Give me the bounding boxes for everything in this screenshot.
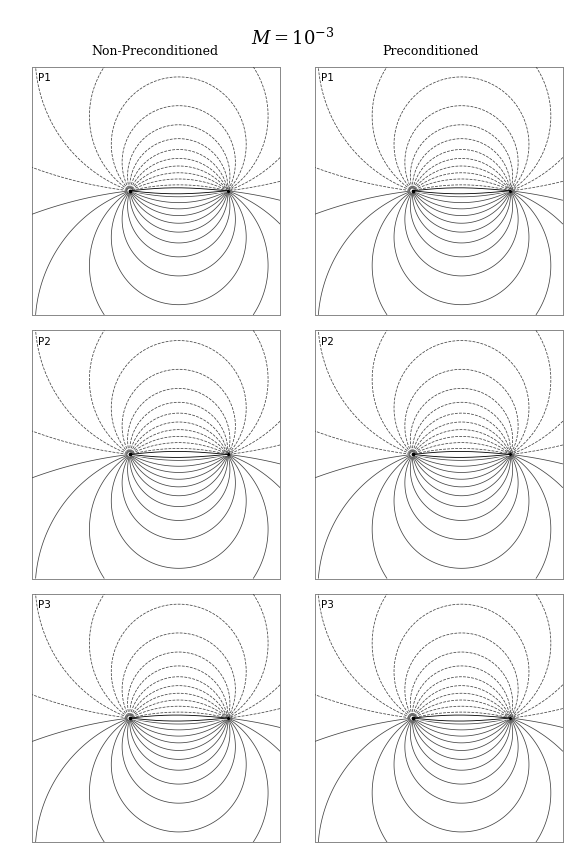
Text: Preconditioned: Preconditioned	[383, 45, 479, 58]
Text: P1: P1	[321, 73, 334, 83]
Text: $M = 10^{-3}$: $M = 10^{-3}$	[251, 27, 335, 49]
Text: P2: P2	[38, 337, 51, 346]
Text: P1: P1	[38, 73, 51, 83]
Text: P2: P2	[321, 337, 334, 346]
Text: P3: P3	[321, 600, 334, 610]
Text: P3: P3	[38, 600, 51, 610]
Text: Non-Preconditioned: Non-Preconditioned	[92, 45, 219, 58]
